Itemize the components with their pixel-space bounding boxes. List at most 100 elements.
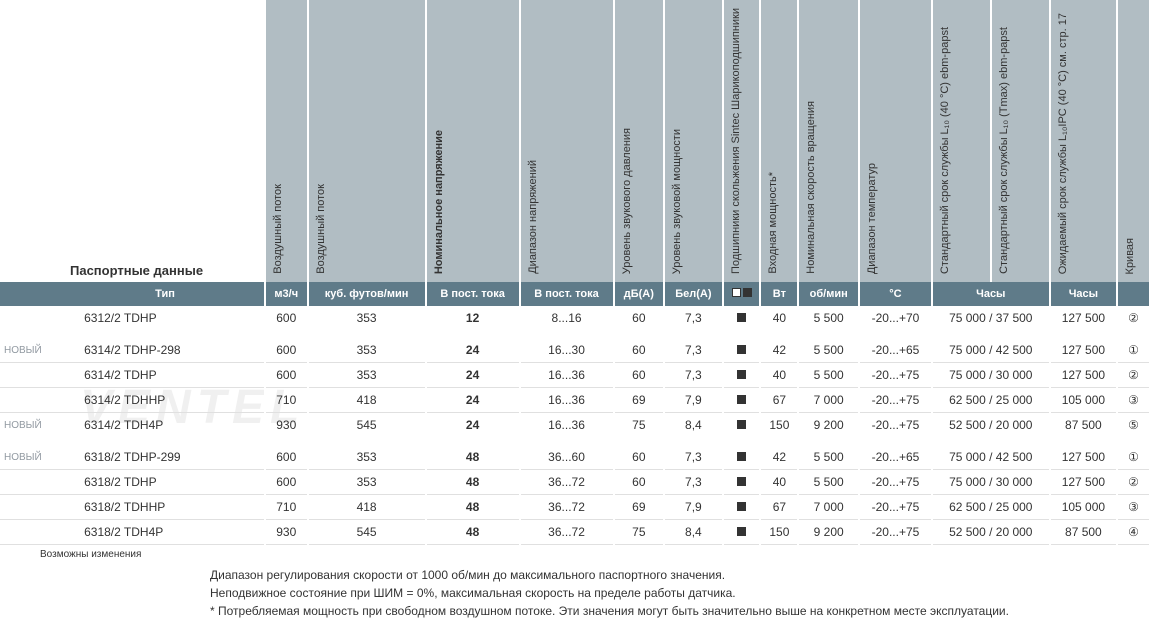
life-combo-cell: 75 000 / 37 500 xyxy=(932,306,1050,334)
model-cell: 6318/2 TDHP-299 xyxy=(80,441,265,470)
dba-cell: 69 xyxy=(614,388,665,413)
bearing-cell xyxy=(723,413,761,442)
new-badge xyxy=(0,388,80,413)
vrange-cell: 16...36 xyxy=(520,388,614,413)
curve-cell: ③ xyxy=(1117,495,1150,520)
hdr-airflow1: Воздушный поток xyxy=(265,0,308,282)
curve-cell: ② xyxy=(1117,306,1150,334)
unit-watt: Вт xyxy=(760,282,798,306)
vrange-cell: 36...60 xyxy=(520,441,614,470)
table-title: Паспортные данные xyxy=(0,0,265,282)
bela-cell: 7,3 xyxy=(664,306,722,334)
hdr-voltage-range: Диапазон напряжений xyxy=(520,0,614,282)
airflow-m3h: 930 xyxy=(265,413,308,442)
hdr-sound-pressure: Уровень звукового давления xyxy=(614,0,665,282)
dba-cell: 75 xyxy=(614,413,665,442)
new-badge xyxy=(0,306,80,334)
life-combo-cell: 62 500 / 25 000 xyxy=(932,388,1050,413)
table-row: 6318/2 TDHHP7104184836...72697,9677 000-… xyxy=(0,495,1150,520)
new-badge: НОВЫЙ xyxy=(0,413,80,442)
airflow-cfm: 353 xyxy=(308,441,426,470)
new-badge xyxy=(0,363,80,388)
vrange-cell: 36...72 xyxy=(520,495,614,520)
bearing-cell xyxy=(723,363,761,388)
temp-cell: -20...+75 xyxy=(859,470,932,495)
temp-cell: -20...+75 xyxy=(859,520,932,545)
unit-type: Тип xyxy=(0,282,265,306)
new-badge: НОВЫЙ xyxy=(0,334,80,363)
bearing-cell xyxy=(723,520,761,545)
hdr-nominal-voltage: Номинальное напряжение xyxy=(426,0,520,282)
voltage-cell: 24 xyxy=(426,413,520,442)
life-exp-cell: 87 500 xyxy=(1050,413,1117,442)
voltage-cell: 24 xyxy=(426,388,520,413)
datasheet-table: Паспортные данные Воздушный поток Воздуш… xyxy=(0,0,1151,545)
bearing-cell xyxy=(723,495,761,520)
vrange-cell: 8...16 xyxy=(520,306,614,334)
bearing-cell xyxy=(723,441,761,470)
rpm-cell: 5 500 xyxy=(798,306,859,334)
watt-cell: 150 xyxy=(760,520,798,545)
rpm-cell: 5 500 xyxy=(798,441,859,470)
table-row: 6312/2 TDHP600353128...16607,3405 500-20… xyxy=(0,306,1150,334)
temp-cell: -20...+65 xyxy=(859,441,932,470)
voltage-cell: 48 xyxy=(426,441,520,470)
bela-cell: 7,3 xyxy=(664,334,722,363)
table-row: 6314/2 TDHHP7104182416...36697,9677 000-… xyxy=(0,388,1150,413)
model-cell: 6314/2 TDHP xyxy=(80,363,265,388)
life-exp-cell: 127 500 xyxy=(1050,306,1117,334)
model-cell: 6314/2 TDHHP xyxy=(80,388,265,413)
watt-cell: 40 xyxy=(760,363,798,388)
table-row: 6318/2 TDH4P9305454836...72758,41509 200… xyxy=(0,520,1150,545)
bearing-cell xyxy=(723,306,761,334)
life-exp-cell: 127 500 xyxy=(1050,363,1117,388)
curve-cell: ① xyxy=(1117,334,1150,363)
unit-bela: Бел(A) xyxy=(664,282,722,306)
new-badge xyxy=(0,495,80,520)
new-badge xyxy=(0,470,80,495)
model-cell: 6312/2 TDHP xyxy=(80,306,265,334)
airflow-m3h: 600 xyxy=(265,441,308,470)
hdr-input-power: Входная мощность* xyxy=(760,0,798,282)
watt-cell: 40 xyxy=(760,470,798,495)
unit-dba: дБ(A) xyxy=(614,282,665,306)
watt-cell: 42 xyxy=(760,441,798,470)
airflow-cfm: 353 xyxy=(308,306,426,334)
footnote-3: * Потребляемая мощность при свободном во… xyxy=(210,602,1151,620)
dba-cell: 60 xyxy=(614,306,665,334)
table-row: НОВЫЙ6314/2 TDHP-2986003532416...30607,3… xyxy=(0,334,1150,363)
life-exp-cell: 127 500 xyxy=(1050,470,1117,495)
dba-cell: 60 xyxy=(614,470,665,495)
hdr-life40c: Стандартный срок службы L₁₀ (40 °C) ebm-… xyxy=(932,0,991,282)
dba-cell: 69 xyxy=(614,495,665,520)
airflow-cfm: 545 xyxy=(308,413,426,442)
vrange-cell: 16...36 xyxy=(520,413,614,442)
table-row: 6314/2 TDHP6003532416...36607,3405 500-2… xyxy=(0,363,1150,388)
watt-cell: 150 xyxy=(760,413,798,442)
table-row: НОВЫЙ6318/2 TDHP-2996003534836...60607,3… xyxy=(0,441,1150,470)
life-exp-cell: 105 000 xyxy=(1050,388,1117,413)
airflow-m3h: 710 xyxy=(265,388,308,413)
life-exp-cell: 87 500 xyxy=(1050,520,1117,545)
life-combo-cell: 62 500 / 25 000 xyxy=(932,495,1050,520)
bela-cell: 8,4 xyxy=(664,520,722,545)
life-combo-cell: 52 500 / 20 000 xyxy=(932,413,1050,442)
temp-cell: -20...+75 xyxy=(859,495,932,520)
table-row: 6318/2 TDHP6003534836...72607,3405 500-2… xyxy=(0,470,1150,495)
bela-cell: 7,9 xyxy=(664,495,722,520)
airflow-cfm: 353 xyxy=(308,363,426,388)
airflow-m3h: 710 xyxy=(265,495,308,520)
watt-cell: 42 xyxy=(760,334,798,363)
rpm-cell: 5 500 xyxy=(798,470,859,495)
voltage-cell: 12 xyxy=(426,306,520,334)
temp-cell: -20...+70 xyxy=(859,306,932,334)
watt-cell: 40 xyxy=(760,306,798,334)
life-combo-cell: 75 000 / 30 000 xyxy=(932,363,1050,388)
airflow-cfm: 418 xyxy=(308,495,426,520)
model-cell: 6318/2 TDHHP xyxy=(80,495,265,520)
voltage-cell: 48 xyxy=(426,470,520,495)
vrange-cell: 16...30 xyxy=(520,334,614,363)
curve-cell: ③ xyxy=(1117,388,1150,413)
life-exp-cell: 127 500 xyxy=(1050,334,1117,363)
bela-cell: 7,3 xyxy=(664,441,722,470)
